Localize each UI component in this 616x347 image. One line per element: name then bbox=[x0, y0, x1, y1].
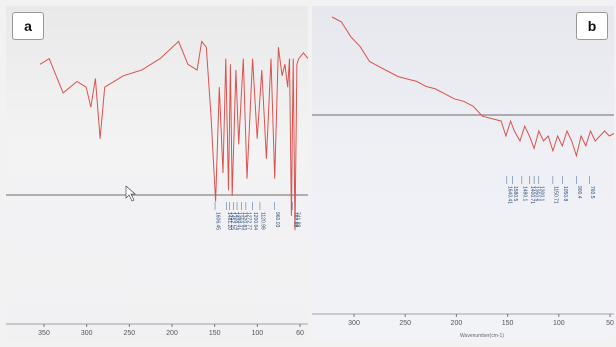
peak-label: 1640.41 bbox=[506, 186, 512, 204]
x-tick-label: 100 bbox=[553, 320, 565, 327]
x-tick-label: 300 bbox=[348, 320, 360, 327]
peak-label: 1480.1 bbox=[521, 186, 527, 202]
x-axis-label-b: Wavenumber(cm-1) bbox=[460, 333, 504, 339]
peak-label: 1400.71 bbox=[529, 186, 535, 204]
x-tick-label: 60 bbox=[296, 330, 304, 337]
peak-label: 760.5 bbox=[589, 186, 595, 199]
mouse-cursor-icon bbox=[125, 185, 136, 202]
x-tick-label: 250 bbox=[399, 320, 411, 327]
spectrum-b-line bbox=[331, 16, 614, 158]
peak-label: 1150.71 bbox=[552, 186, 558, 204]
x-tick-label: 50 bbox=[606, 320, 614, 327]
peak-label: 1350.6 bbox=[534, 186, 540, 202]
x-tick-label: 200 bbox=[451, 320, 463, 327]
x-tick-label: 350 bbox=[38, 330, 50, 337]
panel-a: 1606.45 1481.20 1452.15 1408.74 1368.37 1320.… bbox=[6, 6, 308, 341]
peak-label: 1050.8 bbox=[562, 186, 568, 202]
x-tick-label: 300 bbox=[81, 330, 93, 337]
x-tick-label: 150 bbox=[502, 320, 514, 327]
peak-label: 1580.5 bbox=[512, 186, 518, 202]
spectrum-a-line bbox=[39, 40, 308, 231]
peak-label: 1368.37 bbox=[237, 212, 243, 230]
x-tick-label: 100 bbox=[251, 330, 263, 337]
x-tick-label: 250 bbox=[123, 330, 135, 337]
peak-label: 741.89 bbox=[294, 212, 300, 228]
panel-label-b: b bbox=[576, 12, 608, 40]
peak-label: 1481.20 bbox=[226, 212, 232, 230]
peak-label: 900.4 bbox=[576, 186, 582, 199]
x-tick-label: 200 bbox=[166, 330, 178, 337]
peak-label: 1408.74 bbox=[233, 212, 239, 230]
peak-label: 1200.04 bbox=[252, 212, 258, 230]
peak-label: 1606.45 bbox=[215, 212, 221, 230]
peak-label: 1452.15 bbox=[229, 212, 235, 230]
spectrum-a-plot: 1606.45 1481.201452.151408.741368.371320.… bbox=[6, 40, 308, 337]
x-ticks-a: 350 300 250 200 150 100 60 bbox=[38, 324, 304, 337]
peak-label: 960.03 bbox=[274, 212, 280, 228]
peak-label: 1120.99 bbox=[259, 212, 265, 230]
x-ticks-b: 300 250 200 150 100 50 bbox=[348, 314, 614, 327]
peak-label: 1272.77 bbox=[245, 212, 251, 230]
panel-label-a: a bbox=[12, 12, 44, 40]
panel-b: 1640.41 1580.5 1480.1 1400.71 1350.6 1300.1 11… bbox=[312, 6, 614, 341]
peak-label: 1320.83 bbox=[241, 212, 247, 230]
peak-label: 1300.1 bbox=[538, 186, 544, 202]
x-tick-label: 150 bbox=[209, 330, 221, 337]
peak-labels-a: 1606.45 1481.201452.151408.741368.371320.… bbox=[215, 202, 300, 230]
